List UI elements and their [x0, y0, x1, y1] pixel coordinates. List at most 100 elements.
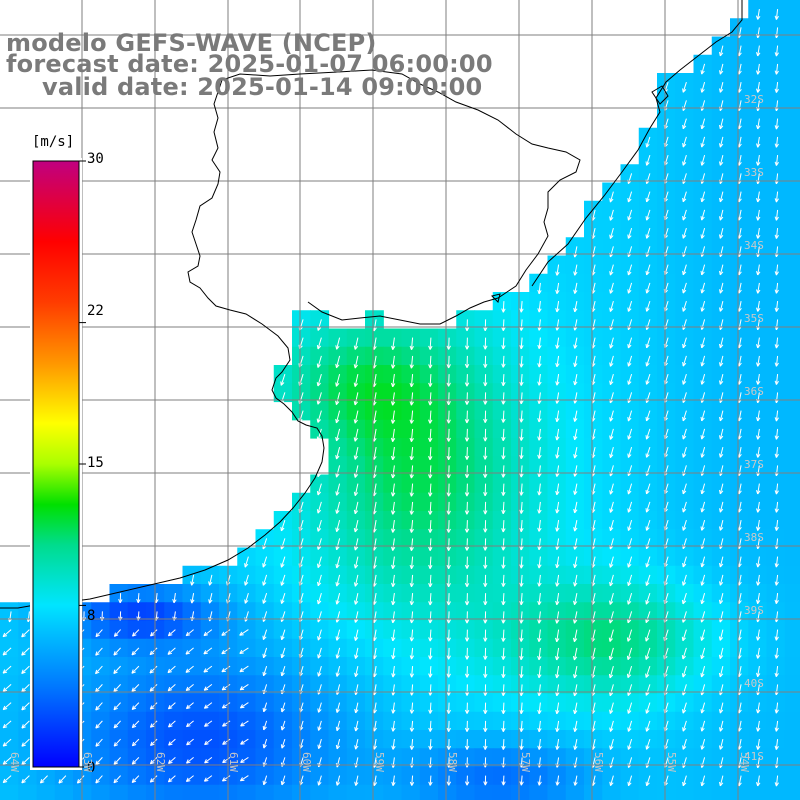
wind-speed-cell: [693, 127, 713, 147]
wind-arrow: [700, 191, 706, 203]
wind-speed-cell: [109, 766, 129, 786]
wind-speed-cell: [584, 675, 603, 695]
wind-arrow: [519, 428, 524, 441]
wind-speed-cell: [602, 492, 622, 512]
wind-speed-cell: [584, 602, 603, 622]
wind-arrow: [627, 446, 633, 458]
lon-label: 54W: [738, 752, 751, 772]
wind-speed-cell: [346, 547, 366, 567]
wind-speed-cell: [365, 474, 384, 494]
wind-speed-cell: [109, 675, 129, 695]
wind-speed-cell: [657, 292, 676, 311]
wind-arrow: [446, 483, 451, 497]
wind-speed-cell: [328, 401, 348, 421]
wind-arrow: [244, 556, 249, 568]
wind-speed-cell: [730, 310, 749, 330]
wind-arrow: [222, 756, 231, 764]
wind-speed-cell: [711, 346, 731, 366]
wind-speed-cell: [565, 711, 585, 731]
wind-arrow: [700, 483, 706, 495]
wind-speed-cell: [383, 346, 403, 366]
wind-arrow: [186, 720, 194, 728]
wind-arrow: [316, 410, 322, 423]
wind-arrow: [446, 647, 451, 660]
wind-arrow: [428, 465, 433, 479]
wind-speed-cell: [328, 419, 348, 439]
wind-speed-cell: [18, 784, 38, 800]
wind-speed-cell: [584, 730, 603, 749]
wind-speed-cell: [419, 766, 439, 786]
wind-speed-cell: [693, 529, 713, 549]
wind-arrow: [203, 629, 213, 637]
wind-arrow: [39, 775, 48, 784]
wind-arrow: [519, 410, 524, 423]
wind-speed-cell: [474, 346, 494, 366]
wind-arrow: [409, 465, 414, 479]
wind-arrow: [335, 629, 341, 641]
wind-speed-cell: [766, 328, 786, 348]
wind-speed-cell: [657, 237, 676, 257]
wind-arrow: [774, 264, 779, 276]
wind-speed-cell: [127, 784, 147, 800]
wind-speed-cell: [511, 620, 530, 640]
wind-speed-cell: [620, 200, 640, 220]
wind-speed-cell: [200, 748, 220, 768]
wind-arrow: [483, 374, 488, 387]
wind-speed-cell: [638, 529, 658, 549]
wind-speed-cell: [693, 200, 713, 220]
wind-speed-cell: [748, 182, 768, 202]
wind-arrow: [353, 483, 359, 497]
wind-speed-cell: [383, 784, 403, 800]
wind-speed-cell: [638, 273, 658, 293]
wind-arrow: [335, 465, 341, 478]
wind-speed-cell: [529, 474, 549, 494]
wind-speed-cell: [365, 766, 384, 786]
wind-arrow: [409, 501, 414, 515]
wind-arrow: [645, 410, 651, 422]
wind-speed-cell: [127, 675, 147, 695]
wind-arrow: [609, 428, 614, 440]
wind-speed-cell: [730, 91, 749, 111]
wind-speed-cell: [584, 511, 603, 530]
wind-speed-cell: [602, 328, 622, 348]
wind-speed-cell: [784, 54, 800, 74]
wind-arrow: [150, 629, 158, 637]
wind-speed-cell: [419, 638, 439, 658]
wind-speed-cell: [383, 657, 403, 676]
wind-arrow: [700, 702, 706, 714]
wind-arrow: [756, 118, 761, 130]
wind-arrow: [483, 666, 488, 678]
wind-arrow: [501, 428, 506, 442]
wind-speed-cell: [766, 182, 786, 202]
wind-speed-cell: [438, 584, 457, 603]
wind-speed-cell: [383, 456, 403, 476]
wind-speed-cell: [638, 711, 658, 731]
wind-arrow: [700, 154, 706, 166]
wind-arrow: [537, 355, 542, 368]
wind-speed-cell: [584, 273, 603, 293]
wind-speed-cell: [584, 657, 603, 676]
wind-speed-cell: [492, 383, 512, 403]
wind-arrow: [719, 209, 724, 221]
wind-arrow: [573, 264, 578, 276]
wind-speed-cell: [346, 766, 366, 786]
wind-arrow: [204, 720, 213, 727]
wind-speed-cell: [401, 419, 421, 439]
wind-arrow: [221, 629, 231, 636]
wind-arrow: [501, 447, 506, 460]
wind-arrow: [774, 136, 779, 148]
wind-speed-cell: [456, 346, 476, 366]
wind-arrow: [682, 428, 687, 440]
wind-arrow: [464, 702, 470, 714]
wind-speed-cell: [456, 492, 476, 512]
wind-speed-cell: [401, 620, 421, 640]
wind-arrow: [203, 775, 213, 782]
wind-speed-cell: [273, 711, 293, 731]
wind-speed-cell: [547, 273, 567, 293]
wind-speed-cell: [602, 438, 622, 457]
wind-arrow: [519, 538, 524, 551]
wind-arrow: [95, 757, 103, 766]
wind-arrow: [483, 611, 488, 624]
wind-arrow: [719, 282, 724, 294]
